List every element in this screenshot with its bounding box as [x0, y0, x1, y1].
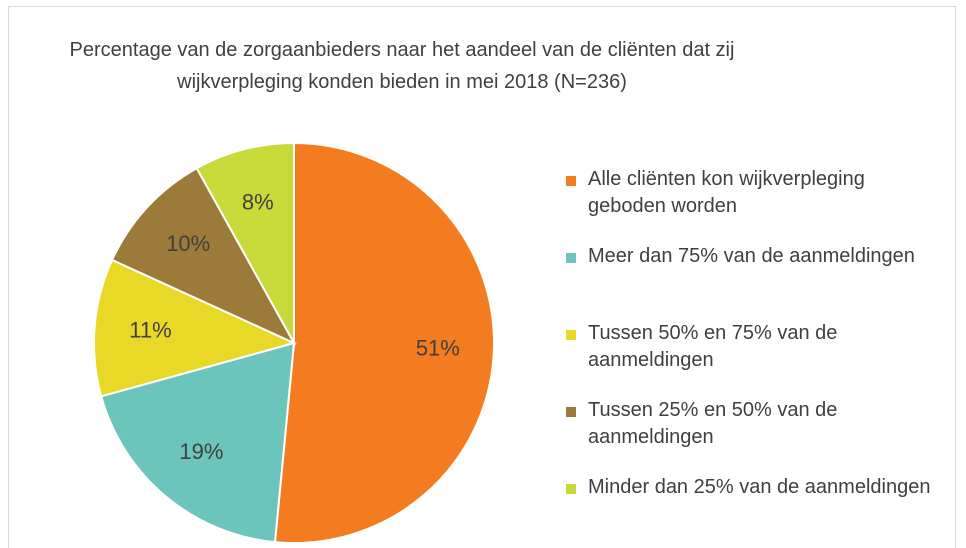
legend-item: Alle cliënten kon wijkverpleging geboden…	[566, 166, 936, 243]
legend-item: Minder dan 25% van de aanmeldingen	[566, 474, 936, 548]
data-label: 10%	[166, 231, 210, 256]
chart-frame	[8, 6, 956, 548]
legend-label: Tussen 25% en 50% van de aanmeldingen	[588, 399, 838, 448]
legend-item: Meer dan 75% van de aanmeldingen	[566, 243, 936, 320]
legend-label: Minder dan 25% van de aanmeldingen	[588, 476, 931, 498]
legend-label: Alle cliënten kon wijkverpleging geboden…	[588, 168, 865, 217]
chart-title: Percentage van de zorgaanbieders naar he…	[69, 39, 735, 93]
legend-label: Tussen 50% en 75% van de aanmeldingen	[588, 322, 838, 371]
pie-slice	[195, 141, 295, 347]
data-label: 11%	[129, 317, 171, 342]
legend-swatch	[566, 330, 576, 340]
legend-item: Tussen 25% en 50% van de aanmeldingen	[566, 397, 936, 474]
pie-slice	[93, 258, 297, 398]
legend-swatch	[566, 253, 576, 263]
legend-swatch	[566, 484, 576, 494]
legend-swatch	[566, 176, 576, 186]
pie-slice	[110, 166, 297, 346]
legend-label: Meer dan 75% van de aanmeldingen	[588, 245, 915, 267]
data-label: 19%	[179, 439, 223, 464]
pie-slice	[100, 341, 296, 544]
legend-item: Tussen 50% en 75% van de aanmeldingen	[566, 320, 936, 397]
legend: Alle cliënten kon wijkverpleging geboden…	[566, 166, 936, 548]
legend-swatch	[566, 407, 576, 417]
data-label: 8%	[242, 189, 274, 214]
pie-slice	[273, 141, 495, 544]
data-label: 51%	[416, 336, 460, 361]
